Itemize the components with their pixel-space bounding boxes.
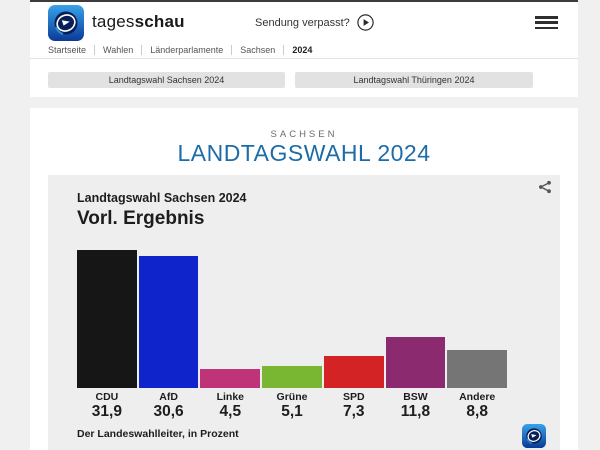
bar-andere[interactable]: [447, 350, 508, 388]
breadcrumb-2024[interactable]: 2024: [292, 45, 313, 55]
bar-label-linke: Linke: [216, 391, 245, 403]
bar-cdu[interactable]: [77, 250, 137, 388]
bar-value-grüne: 5,1: [281, 403, 303, 420]
breadcrumb-separator: [94, 45, 96, 55]
chart-title: Landtagswahl Sachsen 2024: [77, 191, 247, 205]
menu-bar: [535, 26, 558, 30]
menu-bar: [535, 16, 558, 19]
bar-value-spd: 7,3: [342, 403, 365, 420]
bar-label-bsw: BSW: [403, 391, 428, 403]
bar-label-spd: SPD: [342, 391, 365, 403]
bar-values: 31,9 30,6 4,5 5,1 7,3 11,8 8,8: [77, 403, 507, 421]
wordmark-regular: tages: [92, 12, 135, 31]
share-icon[interactable]: [538, 180, 552, 194]
bar-label-andere: Andere: [459, 391, 496, 403]
header: tagesschau Sendung verpasst? Startseite …: [30, 0, 578, 97]
breadcrumb-sachsen[interactable]: Sachsen: [240, 45, 276, 55]
bar-value-bsw: 11,8: [400, 403, 431, 420]
tagesschau-wordmark[interactable]: tagesschau: [92, 12, 185, 32]
bar-value-linke: 4,5: [219, 403, 242, 420]
bar-labels: CDU AfD Linke Grüne SPD BSW Andere: [77, 391, 507, 403]
bar-spd[interactable]: [323, 356, 384, 388]
main-content: SACHSEN LANDTAGSWAHL 2024 Landtagswahl S…: [30, 108, 578, 450]
breadcrumb: Startseite Wahlen Länderparlamente Sachs…: [30, 42, 578, 59]
breadcrumb-separator: [283, 45, 285, 55]
bar-bsw[interactable]: [385, 337, 446, 388]
wordmark-bold: schau: [134, 12, 185, 31]
tagesschau-logo-icon[interactable]: [48, 5, 84, 41]
breadcrumb-wahlen[interactable]: Wahlen: [103, 45, 134, 55]
bar-value-cdu: 31,9: [91, 403, 122, 420]
bar-afd[interactable]: [138, 256, 199, 388]
kicker-sachsen: SACHSEN: [270, 129, 338, 140]
election-chart-card: Landtagswahl Sachsen 2024 Vorl. Ergebnis…: [48, 175, 560, 450]
menu-bar: [535, 21, 558, 24]
sendung-verpasst-link[interactable]: Sendung verpasst?: [255, 14, 374, 31]
sendung-verpasst-label: Sendung verpasst?: [255, 16, 350, 29]
tab-landtagswahl-thueringen[interactable]: Landtagswahl Thüringen 2024: [295, 72, 533, 88]
breadcrumb-separator: [141, 45, 143, 55]
breadcrumb-laenderparlamente[interactable]: Länderparlamente: [150, 45, 224, 55]
breadcrumb-separator: [231, 45, 233, 55]
breadcrumb-startseite[interactable]: Startseite: [48, 45, 87, 55]
tab-landtagswahl-sachsen[interactable]: Landtagswahl Sachsen 2024: [48, 72, 285, 88]
bar-value-andere: 8,8: [466, 403, 488, 420]
hamburger-menu-icon[interactable]: [535, 16, 558, 30]
chart-subtitle: Vorl. Ergebnis: [77, 208, 205, 229]
bar-linke[interactable]: [200, 369, 261, 388]
chart-source: Der Landeswahlleiter, in Prozent: [77, 428, 239, 440]
bar-value-afd: 30,6: [153, 403, 184, 420]
bars: [77, 250, 508, 388]
bar-label-grüne: Grüne: [276, 391, 308, 403]
bar-label-cdu: CDU: [95, 391, 119, 403]
play-circle-icon[interactable]: [357, 14, 374, 31]
page-title: LANDTAGSWAHL 2024: [177, 140, 431, 166]
bar-label-afd: AfD: [159, 391, 178, 403]
tagesschau-globe-logo-small: [522, 424, 546, 448]
bar-grüne[interactable]: [262, 366, 322, 388]
